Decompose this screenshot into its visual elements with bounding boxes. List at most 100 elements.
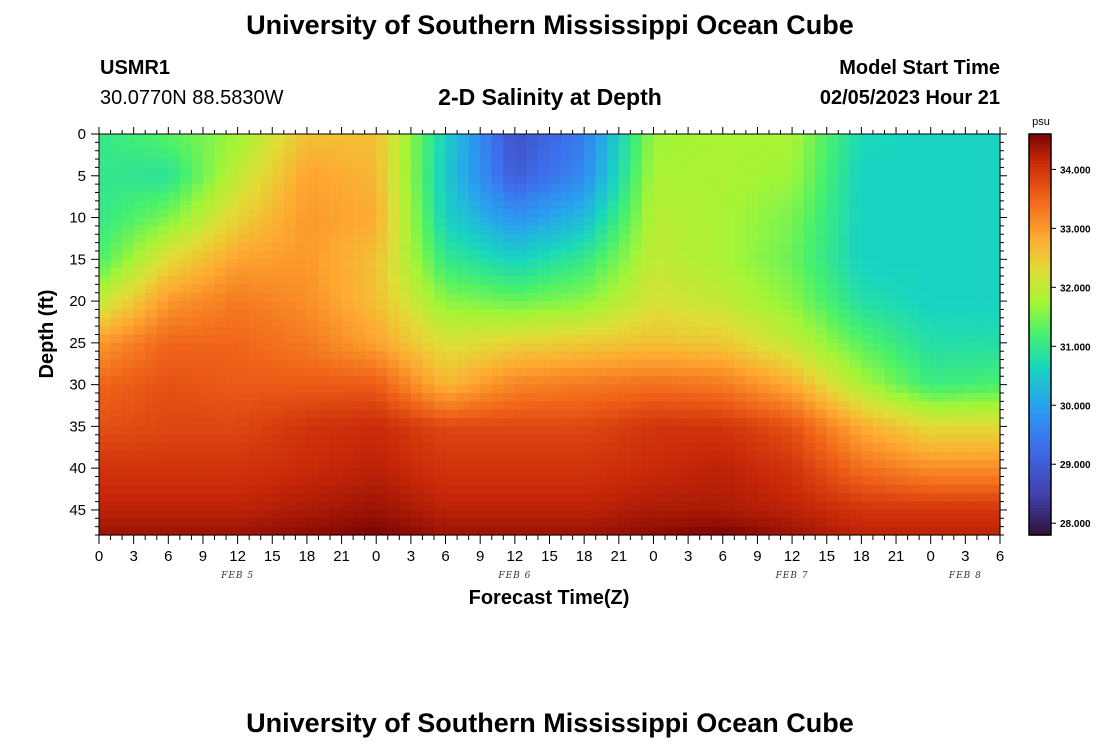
page-title: University of Southern Mississippi Ocean…: [246, 10, 854, 40]
heatmap-cell: [364, 451, 377, 461]
heatmap-cell: [919, 175, 932, 185]
heatmap-cell: [734, 342, 747, 352]
heatmap-cell: [110, 418, 123, 427]
colorbar-swatch: [1029, 344, 1051, 349]
heatmap-cell: [780, 134, 793, 143]
heatmap-cell: [457, 267, 470, 277]
x-tick-label: 15: [818, 548, 835, 565]
heatmap-cell: [514, 426, 527, 436]
heatmap-cell: [433, 476, 447, 486]
heatmap-cell: [734, 250, 747, 260]
heatmap-cell: [665, 518, 678, 528]
heatmap-cell: [191, 217, 204, 227]
heatmap-cell: [711, 501, 724, 511]
heatmap-cell: [249, 501, 262, 511]
heatmap-cell: [641, 351, 655, 361]
heatmap-cell: [699, 276, 712, 285]
heatmap-cell: [861, 384, 874, 394]
heatmap-cell: [930, 426, 943, 436]
heatmap-cell: [930, 468, 943, 478]
heatmap-cell: [849, 159, 862, 169]
heatmap-cell: [480, 276, 493, 285]
heatmap-cell: [884, 284, 897, 294]
heatmap-cell: [561, 217, 574, 227]
heatmap-cell: [260, 259, 273, 269]
heatmap-cell: [745, 342, 759, 352]
heatmap-cell: [768, 242, 782, 252]
heatmap-cell: [168, 518, 181, 528]
heatmap-cell: [976, 359, 990, 369]
heatmap-cell: [272, 367, 285, 377]
heatmap-cell: [410, 326, 424, 336]
heatmap-cell: [884, 292, 897, 302]
heatmap-cell: [468, 401, 481, 411]
heatmap-cell: [191, 526, 204, 536]
heatmap-cell: [214, 301, 227, 311]
heatmap-cell: [953, 359, 966, 369]
heatmap-cell: [491, 284, 504, 294]
heatmap-cell: [330, 317, 343, 327]
heatmap-cell: [353, 526, 366, 536]
heatmap-cell: [618, 134, 631, 143]
heatmap-cell: [445, 317, 458, 327]
heatmap-cell: [122, 359, 135, 369]
heatmap-cell: [584, 284, 597, 294]
heatmap-cell: [249, 259, 262, 269]
heatmap-cell: [133, 409, 146, 419]
heatmap-cell: [445, 192, 458, 202]
heatmap-cell: [896, 209, 909, 219]
heatmap-cell: [156, 418, 169, 427]
colorbar-swatch: [1029, 431, 1051, 436]
heatmap-cell: [364, 326, 377, 336]
heatmap-cell: [214, 184, 227, 194]
heatmap-cell: [237, 367, 250, 377]
heatmap-cell: [896, 526, 909, 536]
heatmap-cell: [156, 443, 169, 453]
heatmap-cell: [133, 134, 146, 143]
heatmap-cell: [665, 192, 678, 202]
heatmap-cell: [491, 418, 504, 427]
heatmap-cell: [318, 217, 331, 227]
heatmap-cell: [688, 317, 701, 327]
heatmap-cell: [341, 384, 354, 394]
heatmap-cell: [537, 468, 551, 478]
heatmap-cell: [965, 234, 978, 244]
heatmap-cell: [884, 217, 897, 227]
heatmap-cell: [641, 234, 655, 244]
heatmap-cell: [549, 192, 562, 202]
heatmap-cell: [191, 276, 204, 285]
heatmap-cell: [491, 367, 504, 377]
heatmap-cell: [584, 142, 597, 152]
heatmap-cell: [676, 359, 689, 369]
heatmap-cell: [503, 443, 516, 453]
heatmap-cell: [514, 225, 527, 235]
colorbar-swatch: [1029, 137, 1051, 142]
heatmap-cell: [122, 134, 135, 143]
heatmap-cell: [480, 142, 493, 152]
heatmap-cell: [768, 200, 782, 210]
heatmap-cell: [353, 276, 366, 285]
heatmap-cell: [653, 493, 666, 503]
heatmap-cell: [561, 451, 574, 461]
heatmap-cell: [387, 150, 400, 160]
heatmap-cell: [838, 134, 851, 143]
heatmap-cell: [861, 359, 874, 369]
heatmap-cell: [792, 242, 805, 252]
heatmap-cell: [907, 451, 920, 461]
heatmap-cell: [364, 459, 377, 469]
heatmap-cell: [838, 292, 851, 302]
heatmap-cell: [884, 451, 897, 461]
heatmap-cell: [376, 250, 389, 260]
heatmap-cell: [168, 267, 181, 277]
heatmap-cell: [318, 392, 331, 402]
heatmap-cell: [110, 309, 123, 319]
heatmap-cell: [584, 401, 597, 411]
colorbar-swatch: [1029, 428, 1051, 433]
heatmap-cell: [214, 409, 227, 419]
heatmap-cell: [295, 359, 308, 369]
heatmap-cell: [433, 267, 447, 277]
heatmap-cell: [272, 334, 285, 344]
heatmap-cell: [503, 384, 516, 394]
heatmap-cell: [179, 434, 193, 444]
heatmap-cell: [399, 409, 412, 419]
